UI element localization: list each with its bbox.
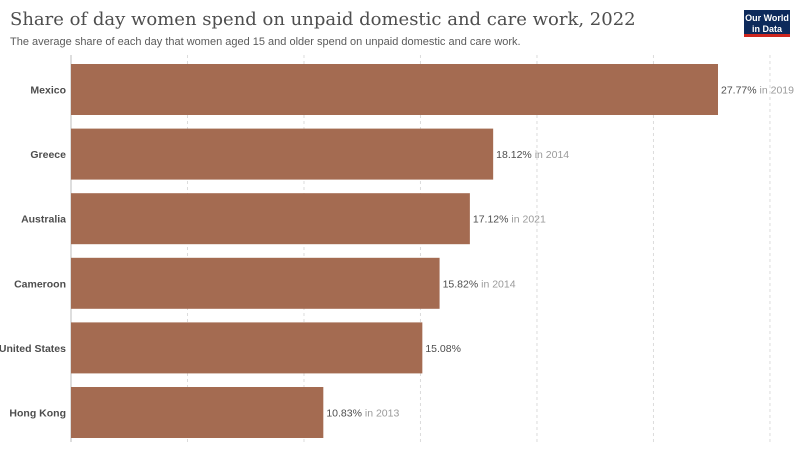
logo-text-line1: Our World [745, 13, 789, 23]
year-note: in 2021 [508, 214, 546, 226]
bar [71, 193, 470, 245]
category-label: Hong Kong [9, 408, 66, 420]
value-label: 15.08% [425, 343, 461, 355]
year-note: in 2013 [362, 408, 400, 420]
year-note: in 2014 [532, 149, 570, 161]
value-text: 27.77% [721, 85, 757, 97]
value-label: 18.12% in 2014 [496, 149, 569, 161]
chart-title: Share of day women spend on unpaid domes… [10, 9, 636, 30]
value-label: 10.83% in 2013 [326, 408, 399, 420]
bar [71, 387, 324, 438]
value-text: 15.82% [443, 278, 479, 290]
category-label: Cameroon [14, 278, 66, 290]
value-label: 17.12% in 2021 [473, 214, 546, 226]
year-note: in 2019 [757, 85, 795, 97]
value-text: 18.12% [496, 149, 532, 161]
bar [71, 128, 494, 180]
bar-group: Greece 18.12% in 2014 [30, 128, 569, 180]
bar-group: Australia 17.12% in 2021 [21, 193, 546, 245]
bar-group: Hong Kong 10.83% in 2013 [9, 387, 399, 438]
value-label: 27.77% in 2019 [721, 85, 794, 97]
value-text: 10.83% [326, 408, 362, 420]
bar-group: Cameroon 15.82% in 2014 [14, 257, 516, 309]
owid-logo[interactable]: Our World in Data [744, 10, 790, 37]
chart-subtitle: The average share of each day that women… [10, 36, 521, 48]
gridlines [186, 55, 771, 442]
value-text: 15.08% [425, 343, 461, 355]
year-note: in 2014 [478, 278, 516, 290]
category-label: Greece [30, 149, 66, 161]
bar [71, 257, 440, 309]
category-label: United States [0, 343, 66, 355]
logo-text-line2: in Data [751, 24, 782, 34]
category-label: Mexico [30, 85, 66, 97]
bar-group: United States 15.08% [0, 322, 461, 374]
category-label: Australia [21, 214, 66, 226]
value-text: 17.12% [473, 214, 509, 226]
bar-group: Mexico 27.77% in 2019 [30, 64, 794, 115]
bar [71, 64, 718, 115]
value-label: 15.82% in 2014 [443, 278, 516, 290]
bar [71, 322, 423, 374]
